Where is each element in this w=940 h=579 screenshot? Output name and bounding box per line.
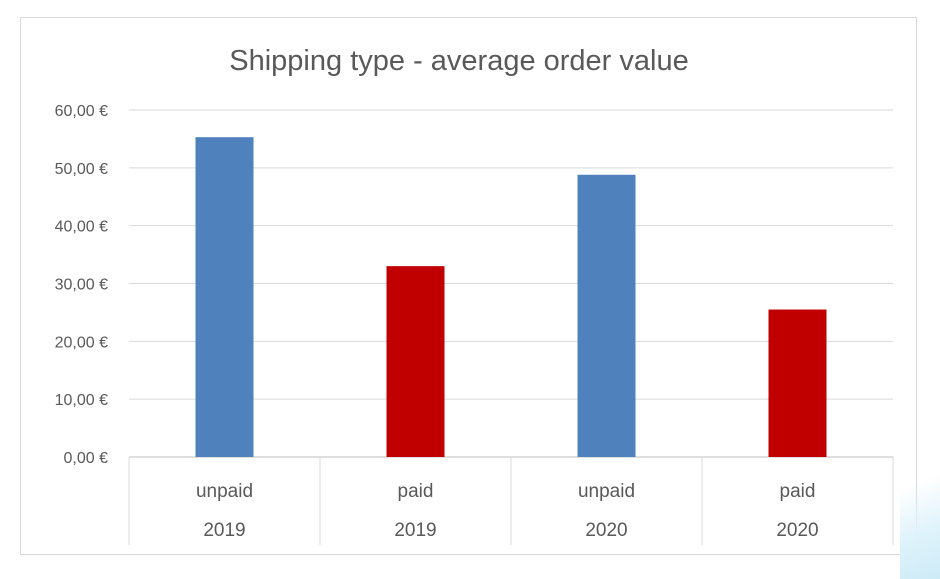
bar <box>577 174 636 458</box>
corner-decoration <box>900 419 940 579</box>
y-tick-label: 50,00 € <box>55 161 108 178</box>
y-tick-label: 20,00 € <box>55 334 108 351</box>
y-tick-label: 10,00 € <box>55 392 108 409</box>
bar <box>195 137 254 457</box>
y-tick-label: 60,00 € <box>55 103 108 120</box>
x-category-label: unpaid <box>578 481 635 502</box>
x-group-label: 2020 <box>776 520 818 541</box>
y-tick-label: 30,00 € <box>55 277 108 294</box>
x-category-label: unpaid <box>196 481 253 502</box>
chart-frame <box>20 17 917 555</box>
bar <box>386 266 445 457</box>
y-tick-label: 0,00 € <box>64 450 109 467</box>
bar <box>768 309 827 457</box>
x-category-label: paid <box>780 481 816 502</box>
x-group-label: 2020 <box>585 520 627 541</box>
x-group-label: 2019 <box>203 520 245 541</box>
chart-title: Shipping type - average order value <box>229 45 689 77</box>
y-tick-label: 40,00 € <box>55 219 108 236</box>
x-category-label: paid <box>398 481 434 502</box>
x-group-label: 2019 <box>394 520 436 541</box>
